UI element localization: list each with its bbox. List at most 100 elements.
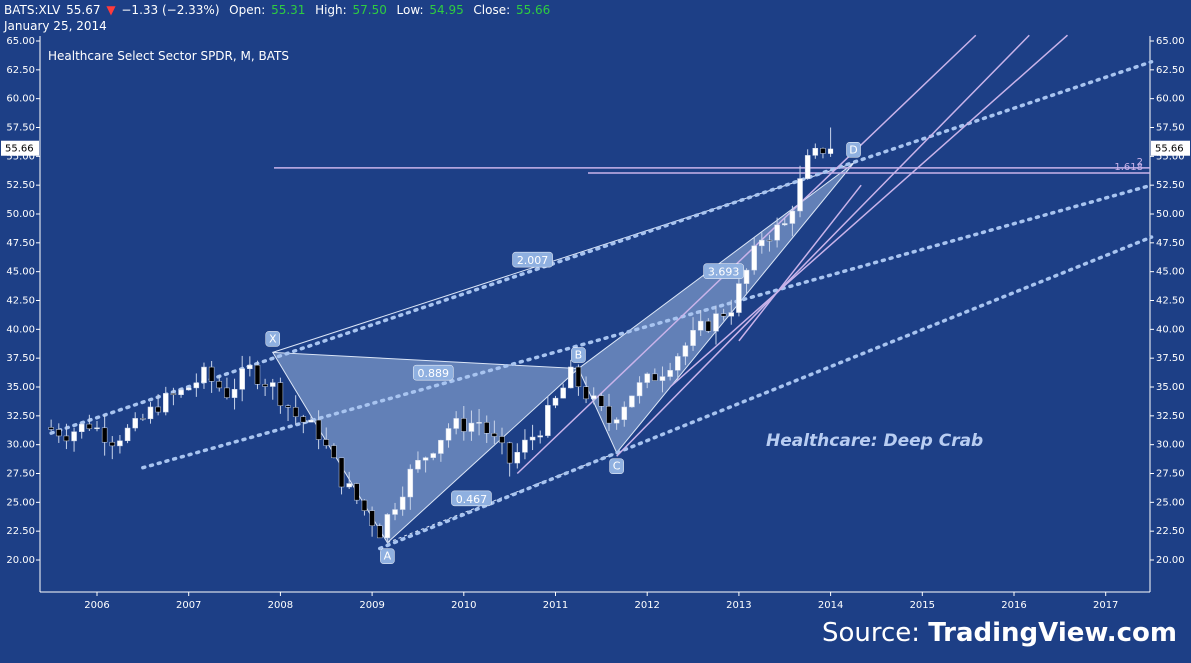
up-candle (163, 393, 169, 413)
up-candle (697, 320, 704, 331)
pattern-point-letter: X (269, 332, 277, 345)
y-tick-label: 52.50 (6, 180, 35, 191)
up-candle (384, 514, 391, 539)
up-candle (736, 283, 742, 313)
up-candle (346, 483, 352, 488)
quote-line: BATS:XLV 55.67 ▼ −1.33 (−2.33%) Open: 55… (4, 3, 552, 17)
down-candle (300, 416, 307, 423)
up-candle (201, 366, 207, 384)
pattern-point-c: C (609, 458, 624, 474)
harmonic-pattern (271, 162, 854, 544)
down-candle (224, 387, 230, 398)
y-tick-label: 30.00 (1156, 440, 1185, 451)
y-tick-label: 45.00 (6, 267, 35, 278)
x-tick-label: 2008 (268, 600, 293, 611)
y-tick-label: 35.00 (1156, 382, 1185, 393)
ratio-badge: 3.693 (703, 263, 744, 279)
down-candle (109, 441, 116, 447)
current-price-box (1151, 140, 1190, 156)
up-candle (682, 345, 689, 357)
source-brand[interactable]: TradingView (928, 618, 1107, 648)
y-tick-label: 40.00 (6, 324, 35, 335)
down-candle (369, 510, 375, 527)
symbol-label[interactable]: BATS:XLV (4, 3, 61, 17)
up-candle (743, 269, 750, 284)
y-tick-label: 45.00 (1156, 267, 1185, 278)
close-value: 55.66 (515, 3, 551, 17)
y-tick-label: 60.00 (6, 94, 35, 105)
ratio-badge-text: 0.889 (417, 367, 449, 380)
up-candle (445, 428, 452, 441)
up-candle (476, 422, 482, 424)
price-axis[interactable] (1150, 36, 1191, 596)
down-candle (86, 423, 93, 430)
up-candle (422, 457, 429, 461)
down-candle (285, 405, 291, 408)
down-candle (170, 393, 177, 395)
pattern-point-b: B (571, 347, 586, 363)
up-candle (812, 147, 819, 156)
last-price: 55.67 (66, 3, 101, 17)
pattern-point-badge (380, 548, 395, 564)
y-tick-label: 50.00 (6, 209, 35, 220)
up-candle (590, 395, 597, 400)
symbol-header: BATS:XLV 55.67 ▼ −1.33 (−2.33%) Open: 55… (0, 0, 1191, 36)
pattern-point-badge (609, 458, 624, 474)
up-candle (193, 382, 200, 389)
pattern-annotation: Healthcare: Deep Crab (766, 431, 983, 451)
time-axis[interactable] (0, 592, 1191, 614)
up-candle (728, 312, 735, 317)
high-value: 57.50 (352, 3, 387, 17)
down-candle (720, 313, 727, 317)
y-tick-label: 35.00 (6, 382, 35, 393)
up-candle (78, 423, 85, 432)
down-candle (583, 386, 589, 400)
fib-level-label: 1.618 (1114, 162, 1143, 173)
down-candle (277, 382, 284, 406)
up-candle (675, 356, 681, 371)
up-candle (71, 431, 77, 442)
y-tick-label: 40.00 (1156, 324, 1185, 335)
up-candle (308, 419, 314, 423)
down-candle (155, 406, 161, 413)
pattern-labels: X A B C D 0.889 0.467 3.693 2.007 (265, 142, 861, 564)
pattern-point-a: A (380, 548, 395, 564)
y-tick-label: 25.00 (6, 497, 35, 508)
ratio-badge-bg (412, 364, 454, 381)
quote-date: January 25, 2014 (4, 19, 107, 33)
up-candle (117, 440, 123, 447)
up-candle (522, 439, 528, 453)
y-tick-label: 22.50 (1156, 526, 1185, 537)
high-label: High: (315, 3, 347, 17)
up-candle (545, 405, 551, 436)
up-candle (178, 389, 184, 395)
axes: 20.00 20.00 22.50 22.50 25.00 25.00 27.50 27.50… (1, 36, 1190, 611)
down-candle (361, 499, 368, 511)
up-candle (713, 313, 719, 332)
pattern-point-badge (846, 142, 861, 158)
open-value: 55.31 (271, 3, 306, 17)
source-credit: Source: TradingView.com (822, 618, 1177, 648)
down-candle (598, 395, 605, 407)
source-label: Source: (821, 618, 921, 648)
up-candle (239, 368, 245, 390)
pattern-point-letter: C (613, 460, 621, 473)
down-candle (652, 373, 658, 381)
up-candle (270, 382, 276, 387)
down-candle (331, 445, 337, 459)
down-candle (140, 418, 146, 420)
pattern-point-x: X (265, 331, 281, 347)
low-value: 54.95 (429, 3, 464, 17)
price-change: −1.33 (−2.33%) (121, 3, 220, 17)
x-tick-label: 2014 (818, 600, 843, 611)
up-candle (407, 468, 414, 498)
x-tick-label: 2006 (84, 600, 109, 611)
y-tick-label: 27.50 (1156, 469, 1185, 480)
current-price-label: 55.66 (5, 144, 34, 155)
pattern-point-letter: B (575, 349, 583, 362)
ratio-badge-bg (512, 251, 553, 268)
up-candle (94, 427, 100, 430)
up-candle (124, 427, 131, 442)
down-candle (766, 239, 773, 242)
